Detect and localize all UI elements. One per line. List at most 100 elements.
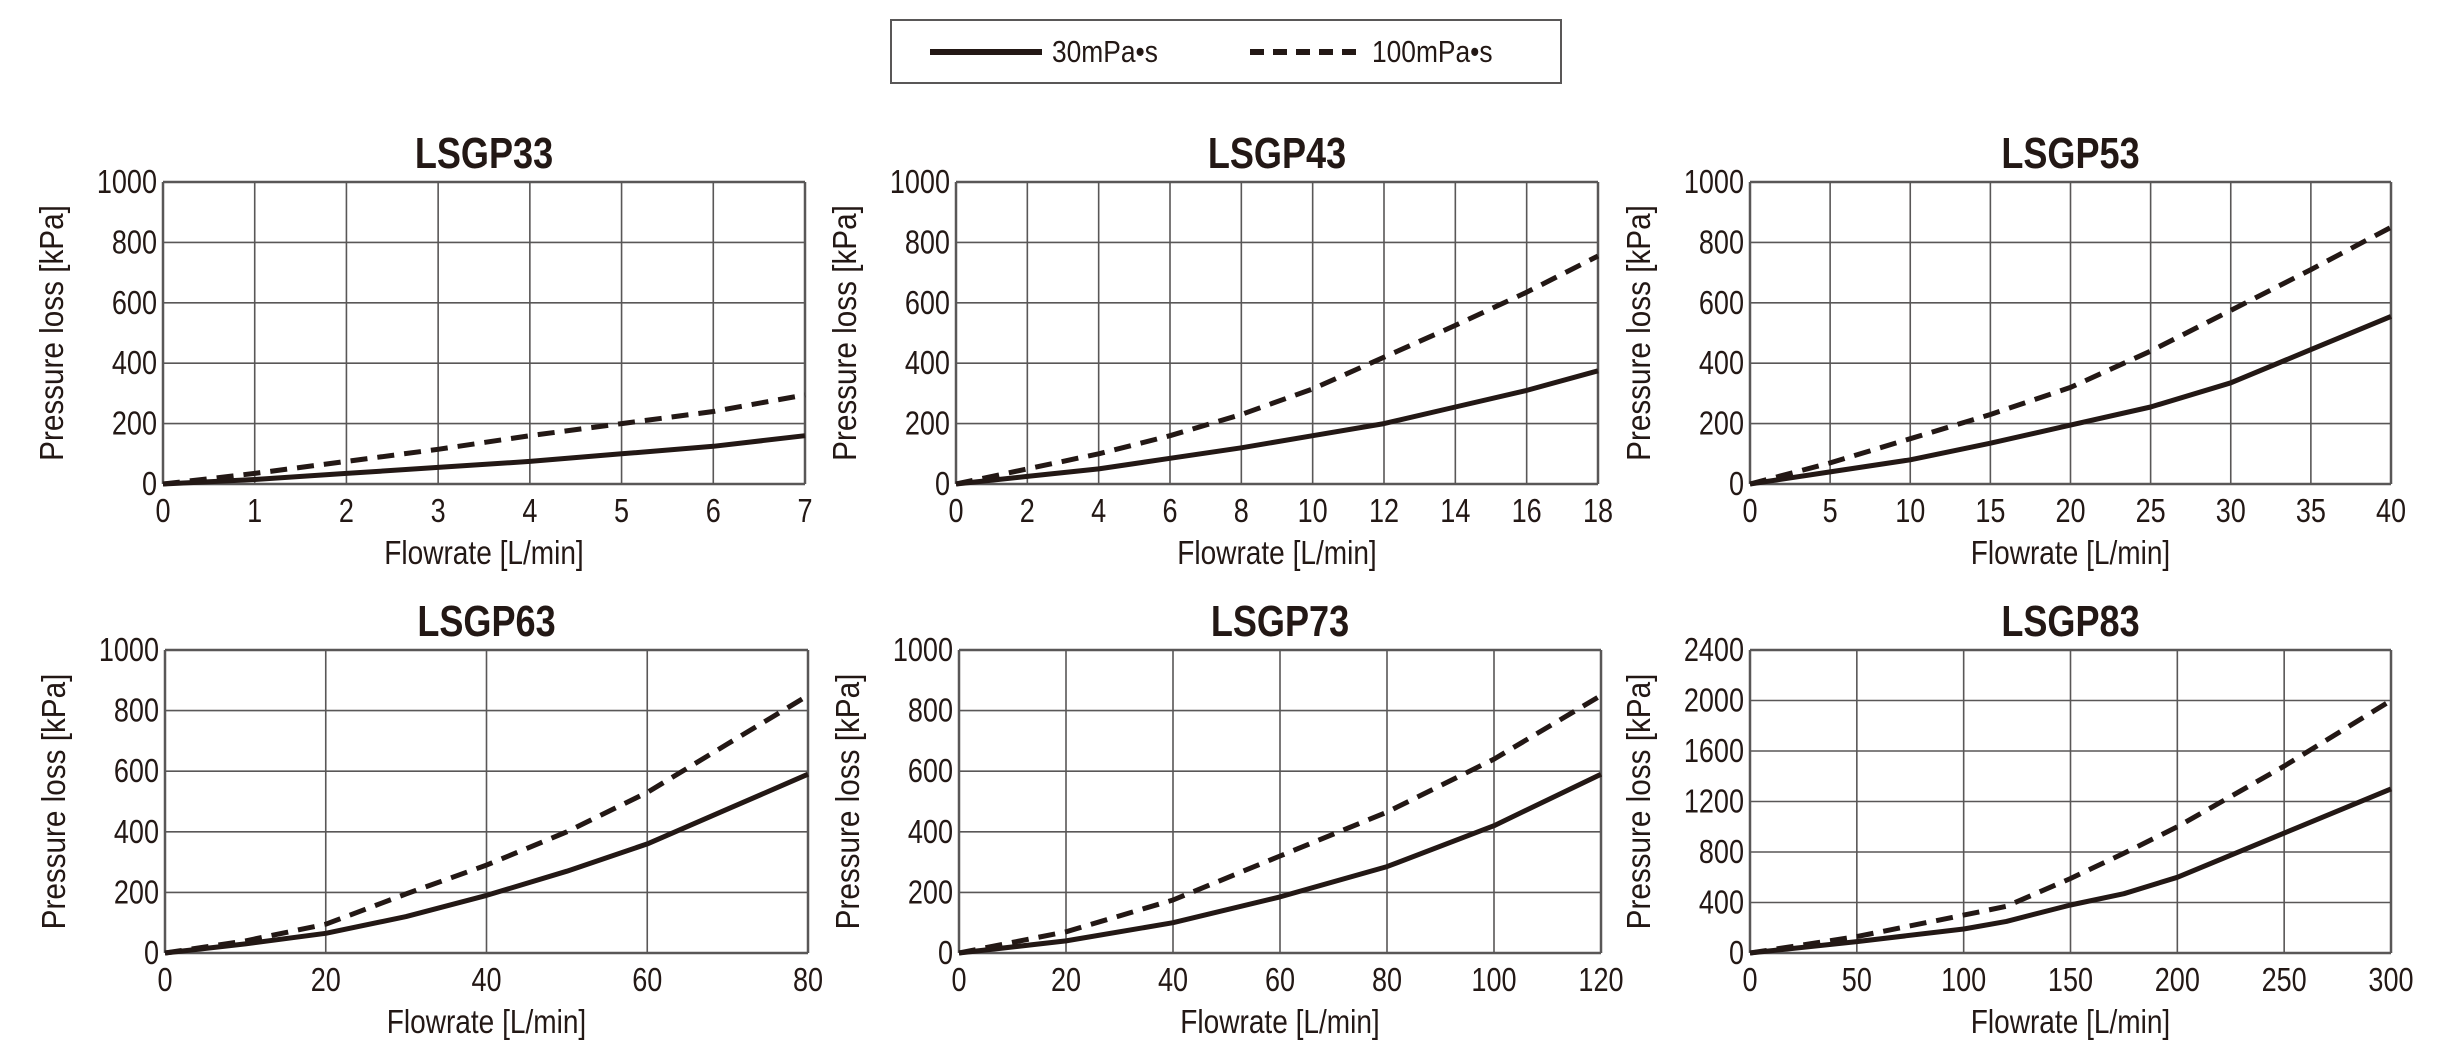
series-line-100mpas <box>955 253 1600 487</box>
y-tick-label: 0 <box>935 467 950 503</box>
x-tick-label: 15 <box>1975 494 2005 530</box>
y-tick-label: 800 <box>112 225 157 261</box>
y-tick-label: 800 <box>1699 835 1744 871</box>
chart-title: LSGP73 <box>1211 597 1349 646</box>
y-tick-label: 400 <box>112 346 157 382</box>
y-tick-label: 400 <box>908 814 953 850</box>
legend-label-30: 30mPa•s <box>1052 33 1158 69</box>
series-line-100mpas <box>1749 698 2393 956</box>
y-tick-label: 0 <box>1729 936 1744 972</box>
x-tick-label: 10 <box>1895 494 1925 530</box>
y-tick-label: 0 <box>142 467 157 503</box>
x-tick-label: 16 <box>1512 494 1542 530</box>
x-tick-label: 14 <box>1440 494 1470 530</box>
x-tick-label: 6 <box>1162 494 1177 530</box>
y-axis-label: Pressure loss [kPa] <box>36 674 73 930</box>
x-tick-label: 3 <box>431 494 446 530</box>
x-tick-label: 0 <box>1742 494 1757 530</box>
x-tick-label: 0 <box>1742 963 1757 999</box>
chart-title: LSGP63 <box>417 597 555 646</box>
legend-dashed-line-swatch <box>1250 48 1362 55</box>
x-axis-label: Flowrate [L/min] <box>387 1004 586 1041</box>
legend-label-100: 100mPa•s <box>1372 33 1493 69</box>
x-tick-label: 50 <box>1842 963 1872 999</box>
y-tick-label: 400 <box>1699 885 1744 921</box>
x-tick-label: 4 <box>522 494 537 530</box>
x-tick-label: 2 <box>339 494 354 530</box>
x-tick-label: 35 <box>2296 494 2326 530</box>
series-line-30mpas <box>164 771 809 956</box>
chart-title: LSGP53 <box>2001 129 2139 178</box>
x-tick-label: 8 <box>1234 494 1249 530</box>
y-tick-label: 200 <box>114 875 159 911</box>
y-tick-label: 1200 <box>1684 784 1744 820</box>
x-tick-label: 2 <box>1020 494 1035 530</box>
x-tick-label: 300 <box>2368 963 2413 999</box>
series-line-30mpas <box>1749 786 2392 956</box>
y-tick-label: 400 <box>1699 346 1744 382</box>
y-tick-label: 1000 <box>99 633 159 669</box>
x-tick-label: 30 <box>2216 494 2246 530</box>
series-line-100mpas <box>164 693 810 956</box>
x-tick-label: 200 <box>2155 963 2200 999</box>
x-tick-label: 100 <box>1471 963 1516 999</box>
x-tick-label: 0 <box>948 494 963 530</box>
y-tick-label: 0 <box>1729 467 1744 503</box>
y-axis-label: Pressure loss [kPa] <box>1621 674 1658 930</box>
x-axis-label: Flowrate [L/min] <box>1971 535 2170 572</box>
series-line-30mpas <box>1749 314 2392 487</box>
x-tick-label: 18 <box>1583 494 1613 530</box>
chart-lsgp33: LSGP33 0 1 2 3 4 5 6 7 0 200 400 600 800 1000 Flowrate … <box>34 129 813 572</box>
x-tick-label: 150 <box>2048 963 2093 999</box>
legend: 30mPa•s 100mPa•s <box>890 19 1562 84</box>
y-tick-label: 200 <box>1699 406 1744 442</box>
series-line-100mpas <box>1749 225 2393 487</box>
y-tick-label: 600 <box>1699 285 1744 321</box>
series-line-100mpas <box>958 693 1603 956</box>
y-tick-label: 1000 <box>893 633 953 669</box>
x-tick-label: 20 <box>1051 963 1081 999</box>
legend-item-30: 30mPa•s <box>930 21 1177 82</box>
x-tick-label: 1 <box>247 494 262 530</box>
x-axis-label: Flowrate [L/min] <box>384 535 583 572</box>
x-tick-label: 60 <box>632 963 662 999</box>
y-tick-label: 600 <box>112 285 157 321</box>
y-tick-label: 0 <box>144 936 159 972</box>
y-tick-label: 600 <box>908 754 953 790</box>
y-tick-label: 1000 <box>1684 165 1744 201</box>
x-tick-label: 4 <box>1091 494 1106 530</box>
legend-solid-line-swatch <box>930 48 1042 55</box>
x-tick-label: 0 <box>951 963 966 999</box>
legend-item-100: 100mPa•s <box>1250 21 1514 82</box>
x-tick-label: 80 <box>793 963 823 999</box>
x-tick-label: 0 <box>157 963 172 999</box>
y-tick-label: 800 <box>114 693 159 729</box>
x-tick-label: 120 <box>1578 963 1623 999</box>
y-axis-label: Pressure loss [kPa] <box>1621 205 1658 461</box>
y-tick-label: 400 <box>905 346 950 382</box>
y-tick-label: 800 <box>1699 225 1744 261</box>
x-tick-label: 6 <box>706 494 721 530</box>
x-tick-label: 12 <box>1369 494 1399 530</box>
x-tick-label: 80 <box>1372 963 1402 999</box>
y-tick-label: 1600 <box>1684 734 1744 770</box>
x-axis-label: Flowrate [L/min] <box>1180 1004 1379 1041</box>
y-axis-label: Pressure loss [kPa] <box>830 674 867 930</box>
x-tick-label: 60 <box>1265 963 1295 999</box>
x-tick-label: 40 <box>2376 494 2406 530</box>
x-tick-label: 0 <box>155 494 170 530</box>
y-tick-label: 1000 <box>890 165 950 201</box>
series-line-30mpas <box>162 433 806 487</box>
y-axis-label: Pressure loss [kPa] <box>827 205 864 461</box>
series-line-30mpas <box>958 771 1603 956</box>
series-line-100mpas <box>162 392 806 487</box>
x-tick-label: 20 <box>311 963 341 999</box>
y-tick-label: 200 <box>112 406 157 442</box>
chart-title: LSGP83 <box>2001 597 2139 646</box>
x-tick-label: 10 <box>1298 494 1328 530</box>
x-tick-label: 5 <box>1823 494 1838 530</box>
chart-lsgp43: LSGP43 0 2 4 6 8 10 12 14 16 18 0 200 400 600 800 1000 Fl… <box>827 129 1613 572</box>
